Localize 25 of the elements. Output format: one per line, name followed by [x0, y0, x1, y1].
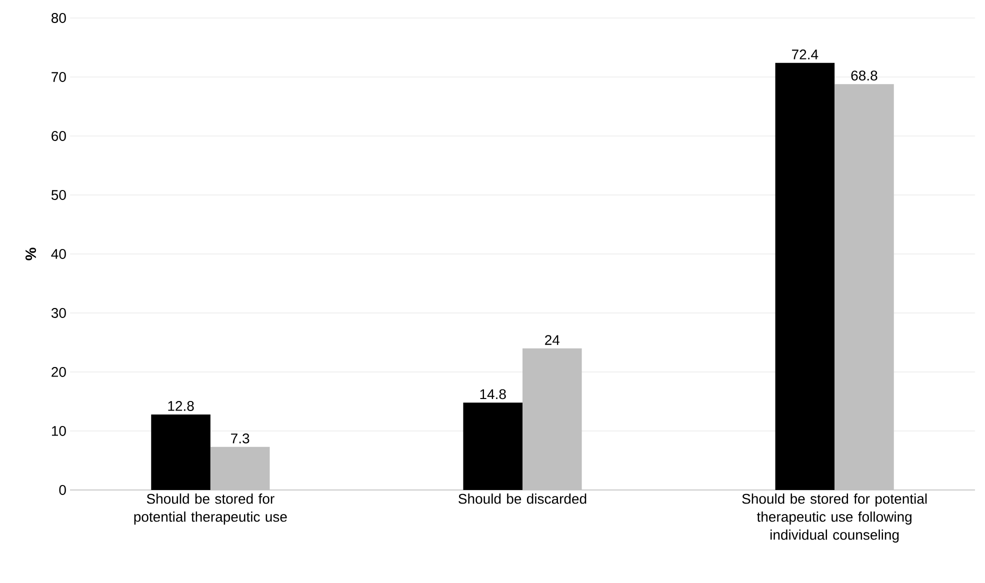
data-label: 14.8: [480, 389, 506, 400]
x-tick-label: Should be discarded: [458, 494, 586, 504]
x-tick-label: Should be stored for potential therapeutic use: [134, 494, 287, 525]
bar: [522, 348, 582, 490]
data-label: 68.8: [851, 70, 878, 81]
bar: [151, 414, 210, 490]
y-tick-label: 10: [52, 426, 66, 436]
y-tick-label: 0: [59, 485, 66, 495]
data-label: 24: [545, 335, 560, 345]
y-tick-label: 30: [51, 308, 66, 318]
y-axis-title: %: [25, 248, 36, 260]
y-tick-label: 60: [52, 131, 66, 141]
y-tick-label: 80: [52, 13, 66, 23]
y-tick-label: 50: [51, 190, 66, 200]
bar: [775, 62, 835, 490]
x-tick-label: Should be stored for potential therapeutic use following individual counseling: [742, 494, 927, 543]
data-label: 72.4: [792, 50, 818, 60]
bar: [463, 402, 523, 490]
data-label: 12.8: [168, 401, 194, 411]
bar: [210, 446, 270, 490]
y-tick-label: 20: [52, 367, 66, 377]
y-tick-label: 70: [52, 72, 66, 82]
data-label: 7.3: [231, 433, 250, 444]
y-tick-label: 40: [51, 249, 66, 259]
bar: [834, 84, 894, 490]
